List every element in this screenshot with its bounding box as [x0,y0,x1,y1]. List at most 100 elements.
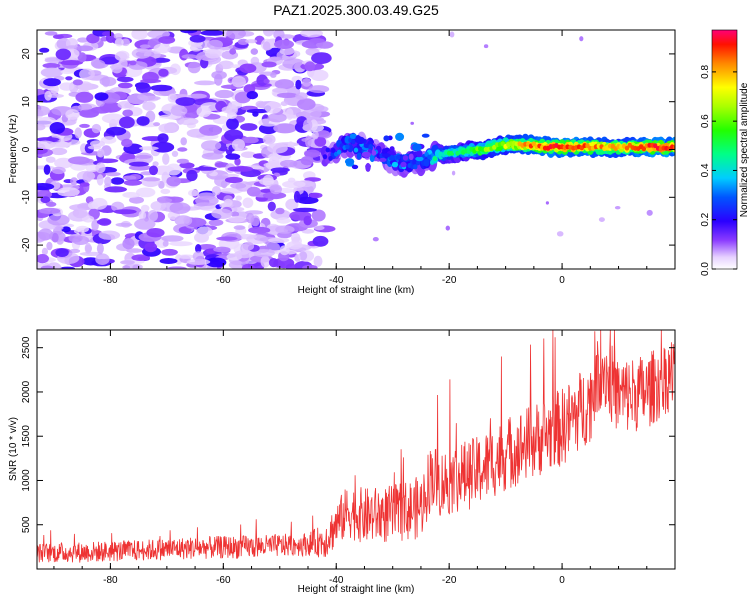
noise-blob [279,245,290,256]
signal-cell [412,143,422,152]
signal-cell [413,164,418,170]
noise-blob [82,171,93,183]
signal-cell [672,145,675,151]
noise-blob [59,60,84,66]
signal-cell [356,152,362,160]
spectrogram-panel: -80 -60 -40 -20 0 -20 -10 0 10 20 Height of strai… [8,29,676,296]
noise-blob [37,165,55,170]
noise-blobs [37,30,653,269]
spectrogram-ytick-label: -10 [21,190,32,205]
snr-background [37,330,675,569]
noise-blob [177,254,196,259]
colorbar-tick-label: 0.0 [700,262,711,276]
noise-blob [269,184,282,195]
noise-blob [37,123,46,131]
signal-cell [344,158,355,165]
colorbar-tick-label: 0.6 [700,114,711,128]
noise-blob [286,241,303,250]
noise-blob [122,238,135,250]
noise-blob [169,202,191,214]
noise-blob [37,254,49,264]
noise-blob [282,58,305,69]
snr-xtick-label: -80 [103,575,118,586]
noise-blob [82,215,95,223]
noise-blob [72,79,83,86]
signal-cell [421,133,430,138]
noise-blob [113,209,137,215]
spectrogram-ytick-label: 20 [21,48,32,60]
noise-blob [50,147,68,156]
noise-blob [45,156,56,163]
signal-cell [325,147,330,153]
noise-blob [278,34,295,39]
noise-blob [40,265,54,269]
snr-plot-area [37,330,675,563]
noise-blob [95,162,106,174]
noise-blob [123,179,142,186]
noise-blob [158,68,169,77]
noise-blob [65,109,80,120]
noise-blob [267,201,276,212]
noise-blob [37,105,51,117]
spectrogram-axes: -80 -60 -40 -20 0 -20 -10 0 10 20 [21,29,676,286]
noise-blob [280,159,298,168]
noise-blob [229,48,237,55]
snr-xtick-label: -20 [442,575,457,586]
noise-blob [246,234,269,244]
snr-xtick-label: 0 [559,575,565,586]
noise-blob [72,208,88,219]
noise-blob [218,60,234,70]
noise-blob [250,215,260,227]
noise-blob [261,61,277,68]
noise-blob [86,33,100,44]
noise-blob [74,127,82,139]
noise-blob [245,39,258,44]
noise-blob [302,264,318,269]
snr-frame [36,329,676,570]
noise-blob [276,217,291,224]
noise-blob [211,208,233,219]
noise-blob [246,91,258,100]
noise-blob [139,44,151,49]
noise-blob [186,169,198,182]
noise-blob [225,153,241,160]
noise-blob [267,113,287,123]
noise-blob [177,147,188,152]
noise-blob [77,52,87,63]
noise-blob [119,116,135,129]
colorbar-tick-label: 0.4 [700,163,711,177]
noise-blob [214,73,223,86]
noise-blob [94,92,109,101]
noise-blob [302,78,312,87]
noise-blob [293,207,317,213]
noise-blob [313,255,323,267]
signal-cell [400,161,407,168]
spectrogram-xlabel: Height of straight line (km) [298,285,415,296]
snr-panel: -80 -60 -40 -20 0 500 1000 1500 2000 2500 Height … [8,329,676,595]
noise-blob [111,201,125,212]
noise-blob [91,123,102,134]
noise-blob [206,248,216,254]
noise-blob [207,39,223,50]
noise-blob [264,101,282,114]
noise-blob [211,186,221,196]
noise-blob [136,187,156,198]
noise-blob [122,175,137,180]
noise-blob [309,192,323,199]
noise-blob [79,68,95,80]
noise-blob [272,87,288,93]
noise-blob [131,30,148,40]
noise-blob [43,164,51,175]
spectrogram-xtick-label: -80 [103,275,118,286]
noise-blob [180,137,187,146]
noise-blob [260,38,274,51]
noise-blob [273,257,295,269]
noise-blob [311,52,332,64]
spectrogram-ylabel: Frequency (Hz) [8,115,19,184]
noise-blob [275,207,285,215]
snr-axes: -80 -60 -40 -20 0 500 1000 1500 2000 2500 [21,329,676,586]
noise-blob [221,106,238,114]
noise-blob [96,219,112,225]
noise-blob [165,163,182,176]
noise-blob [149,165,158,176]
